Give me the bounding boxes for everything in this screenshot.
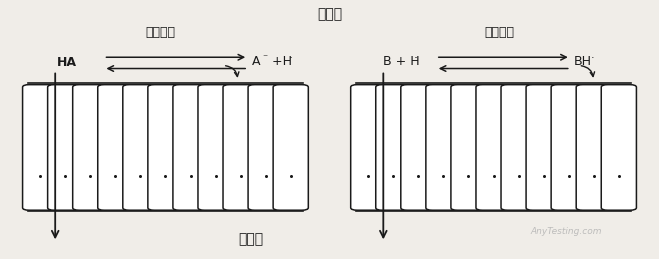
- FancyBboxPatch shape: [248, 85, 283, 210]
- FancyBboxPatch shape: [551, 85, 587, 210]
- Text: +H: +H: [268, 55, 292, 68]
- FancyBboxPatch shape: [198, 85, 233, 210]
- Text: ·: ·: [590, 53, 594, 63]
- FancyBboxPatch shape: [148, 85, 183, 210]
- FancyBboxPatch shape: [476, 85, 511, 210]
- Text: ·: ·: [289, 52, 293, 65]
- FancyBboxPatch shape: [426, 85, 461, 210]
- FancyBboxPatch shape: [123, 85, 158, 210]
- FancyBboxPatch shape: [576, 85, 612, 210]
- FancyBboxPatch shape: [98, 85, 133, 210]
- FancyBboxPatch shape: [351, 85, 386, 210]
- Text: 碱性药物: 碱性药物: [484, 26, 514, 39]
- Text: BH: BH: [574, 55, 592, 68]
- FancyBboxPatch shape: [173, 85, 208, 210]
- FancyBboxPatch shape: [501, 85, 536, 210]
- Text: A: A: [252, 55, 260, 68]
- FancyBboxPatch shape: [601, 85, 637, 210]
- Text: AnyTesting.com: AnyTesting.com: [530, 227, 602, 236]
- Text: HA: HA: [57, 56, 77, 69]
- Text: ·: ·: [413, 52, 418, 65]
- Text: ⁻: ⁻: [262, 53, 268, 63]
- FancyBboxPatch shape: [22, 85, 58, 210]
- Text: 管腔侧: 管腔侧: [317, 7, 342, 21]
- Text: B + H: B + H: [384, 55, 420, 68]
- FancyBboxPatch shape: [273, 85, 308, 210]
- FancyBboxPatch shape: [401, 85, 436, 210]
- FancyBboxPatch shape: [47, 85, 83, 210]
- FancyBboxPatch shape: [451, 85, 486, 210]
- Text: 酸性药物: 酸性药物: [145, 26, 175, 39]
- FancyBboxPatch shape: [223, 85, 258, 210]
- FancyBboxPatch shape: [72, 85, 108, 210]
- FancyBboxPatch shape: [526, 85, 561, 210]
- FancyBboxPatch shape: [376, 85, 411, 210]
- Text: 血液侧: 血液侧: [238, 233, 264, 247]
